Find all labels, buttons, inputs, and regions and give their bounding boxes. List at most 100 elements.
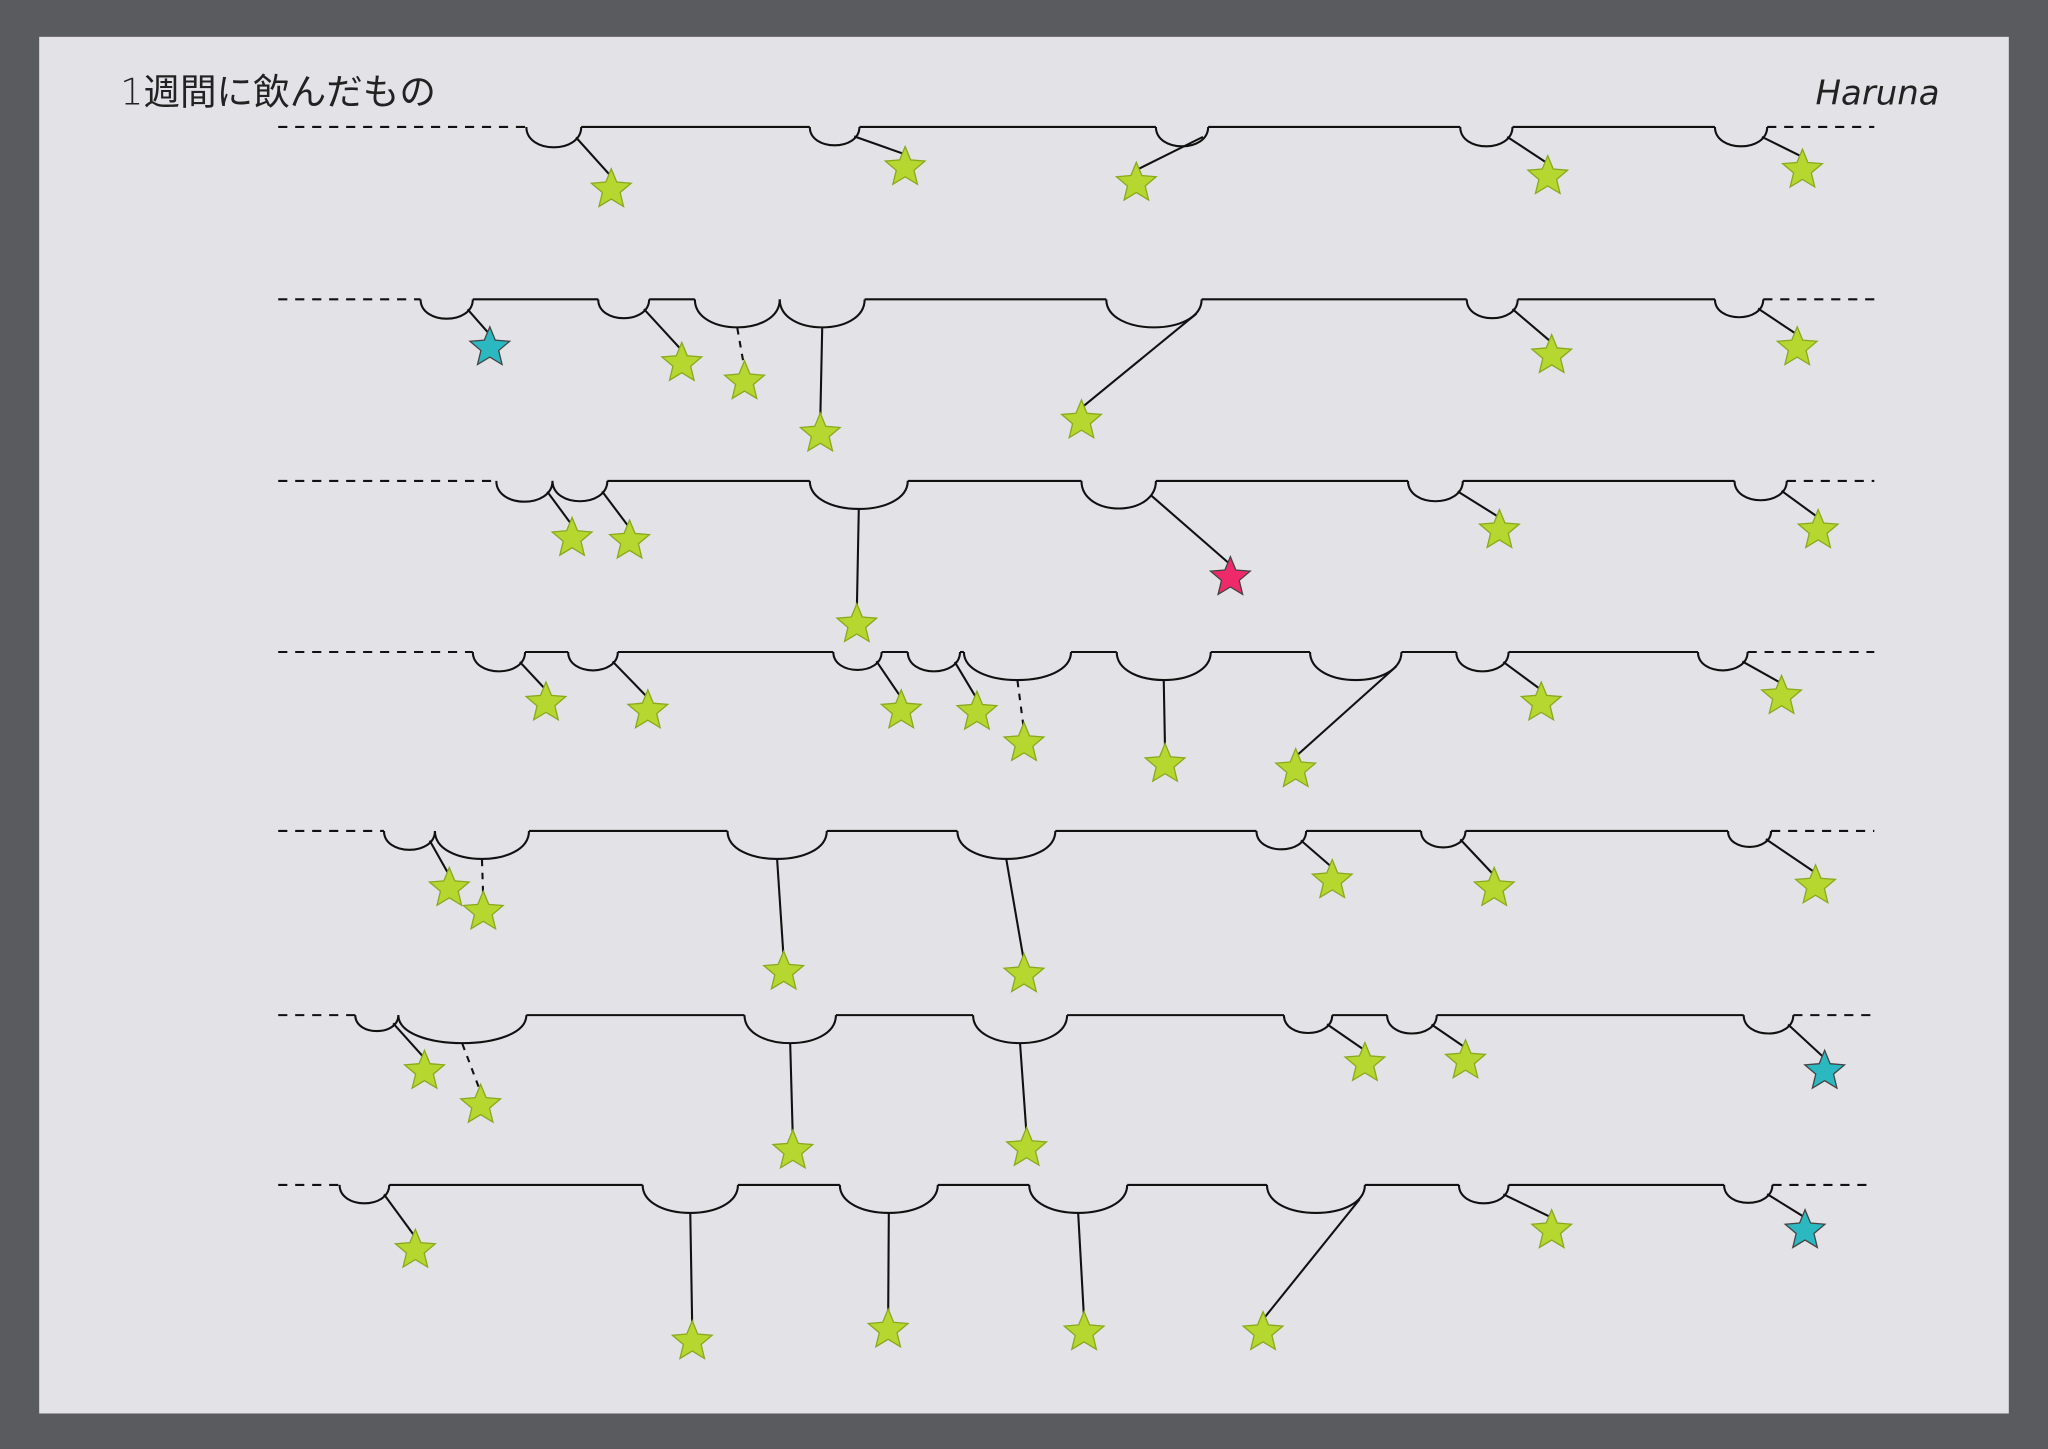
cup <box>382 830 436 851</box>
cup <box>1105 299 1203 329</box>
star <box>550 515 594 557</box>
string <box>519 661 547 691</box>
star <box>660 340 704 382</box>
string <box>1005 859 1026 962</box>
cup <box>778 299 866 329</box>
star <box>1472 865 1516 907</box>
star <box>1002 720 1046 762</box>
string <box>1780 489 1819 519</box>
star <box>762 949 806 991</box>
star <box>1796 507 1840 549</box>
cup <box>726 830 828 861</box>
star <box>1114 160 1158 202</box>
string <box>466 308 491 336</box>
cup <box>1255 830 1308 851</box>
cup <box>1713 299 1765 319</box>
cup <box>832 651 883 671</box>
cup <box>597 299 651 320</box>
string <box>789 1043 794 1138</box>
star <box>835 601 879 643</box>
string <box>1262 1198 1361 1321</box>
star <box>1343 1040 1387 1082</box>
string <box>853 135 906 156</box>
string <box>1457 490 1500 519</box>
cup <box>1420 830 1467 849</box>
star <box>1208 554 1252 596</box>
cup <box>1028 1184 1129 1214</box>
string <box>1766 1193 1806 1219</box>
cup <box>962 651 1073 682</box>
string <box>1162 680 1167 752</box>
star <box>1310 857 1354 899</box>
cup <box>1455 651 1510 673</box>
star <box>1143 741 1187 783</box>
title: 1週間に飲んだもの <box>120 71 436 114</box>
star <box>879 688 923 730</box>
cup <box>972 1015 1069 1045</box>
star <box>798 411 842 453</box>
star <box>883 144 927 186</box>
string <box>887 1213 890 1317</box>
cup <box>1459 126 1514 148</box>
string <box>383 1193 417 1238</box>
string <box>1300 839 1333 869</box>
cup <box>808 126 861 147</box>
string <box>461 1043 482 1093</box>
cup <box>1265 1184 1366 1214</box>
star <box>1803 1048 1847 1090</box>
string <box>1135 135 1204 171</box>
star <box>1519 680 1563 722</box>
string <box>1016 680 1026 731</box>
string <box>1080 312 1198 409</box>
star <box>403 1048 446 1090</box>
string <box>575 136 613 178</box>
cup <box>354 1014 400 1033</box>
cup <box>1713 126 1769 148</box>
string <box>1757 307 1798 336</box>
star <box>670 1319 714 1360</box>
string <box>1506 136 1549 165</box>
star <box>589 167 633 208</box>
star <box>524 680 568 722</box>
star <box>1783 1208 1827 1249</box>
star <box>955 689 999 731</box>
string <box>1294 665 1397 758</box>
string <box>855 509 860 612</box>
star <box>393 1227 437 1269</box>
cup <box>1733 480 1788 502</box>
cup <box>433 830 531 860</box>
cup <box>1742 1014 1795 1035</box>
star <box>461 889 505 931</box>
string <box>1787 1023 1826 1059</box>
string <box>953 661 978 700</box>
string <box>1502 661 1542 691</box>
string <box>611 660 649 699</box>
cup <box>1406 480 1464 503</box>
cup <box>1465 299 1519 320</box>
cup <box>471 651 527 673</box>
string <box>601 490 631 529</box>
cup <box>1723 1184 1774 1204</box>
string <box>819 328 824 421</box>
cup <box>1115 651 1212 681</box>
cup <box>1726 830 1773 848</box>
cup <box>567 651 619 672</box>
cup <box>1457 1184 1510 1205</box>
string <box>1459 838 1495 877</box>
string <box>875 660 903 699</box>
string <box>546 490 573 526</box>
string <box>643 308 683 352</box>
string <box>1019 1043 1028 1136</box>
star <box>1780 147 1824 189</box>
star <box>1530 1208 1574 1249</box>
string <box>1502 1193 1553 1219</box>
string <box>689 1213 694 1329</box>
cup <box>551 480 609 503</box>
cup <box>956 830 1057 861</box>
drink-rows <box>278 125 1875 1360</box>
cup <box>808 480 909 510</box>
cup <box>1080 480 1157 510</box>
star <box>866 1307 910 1349</box>
